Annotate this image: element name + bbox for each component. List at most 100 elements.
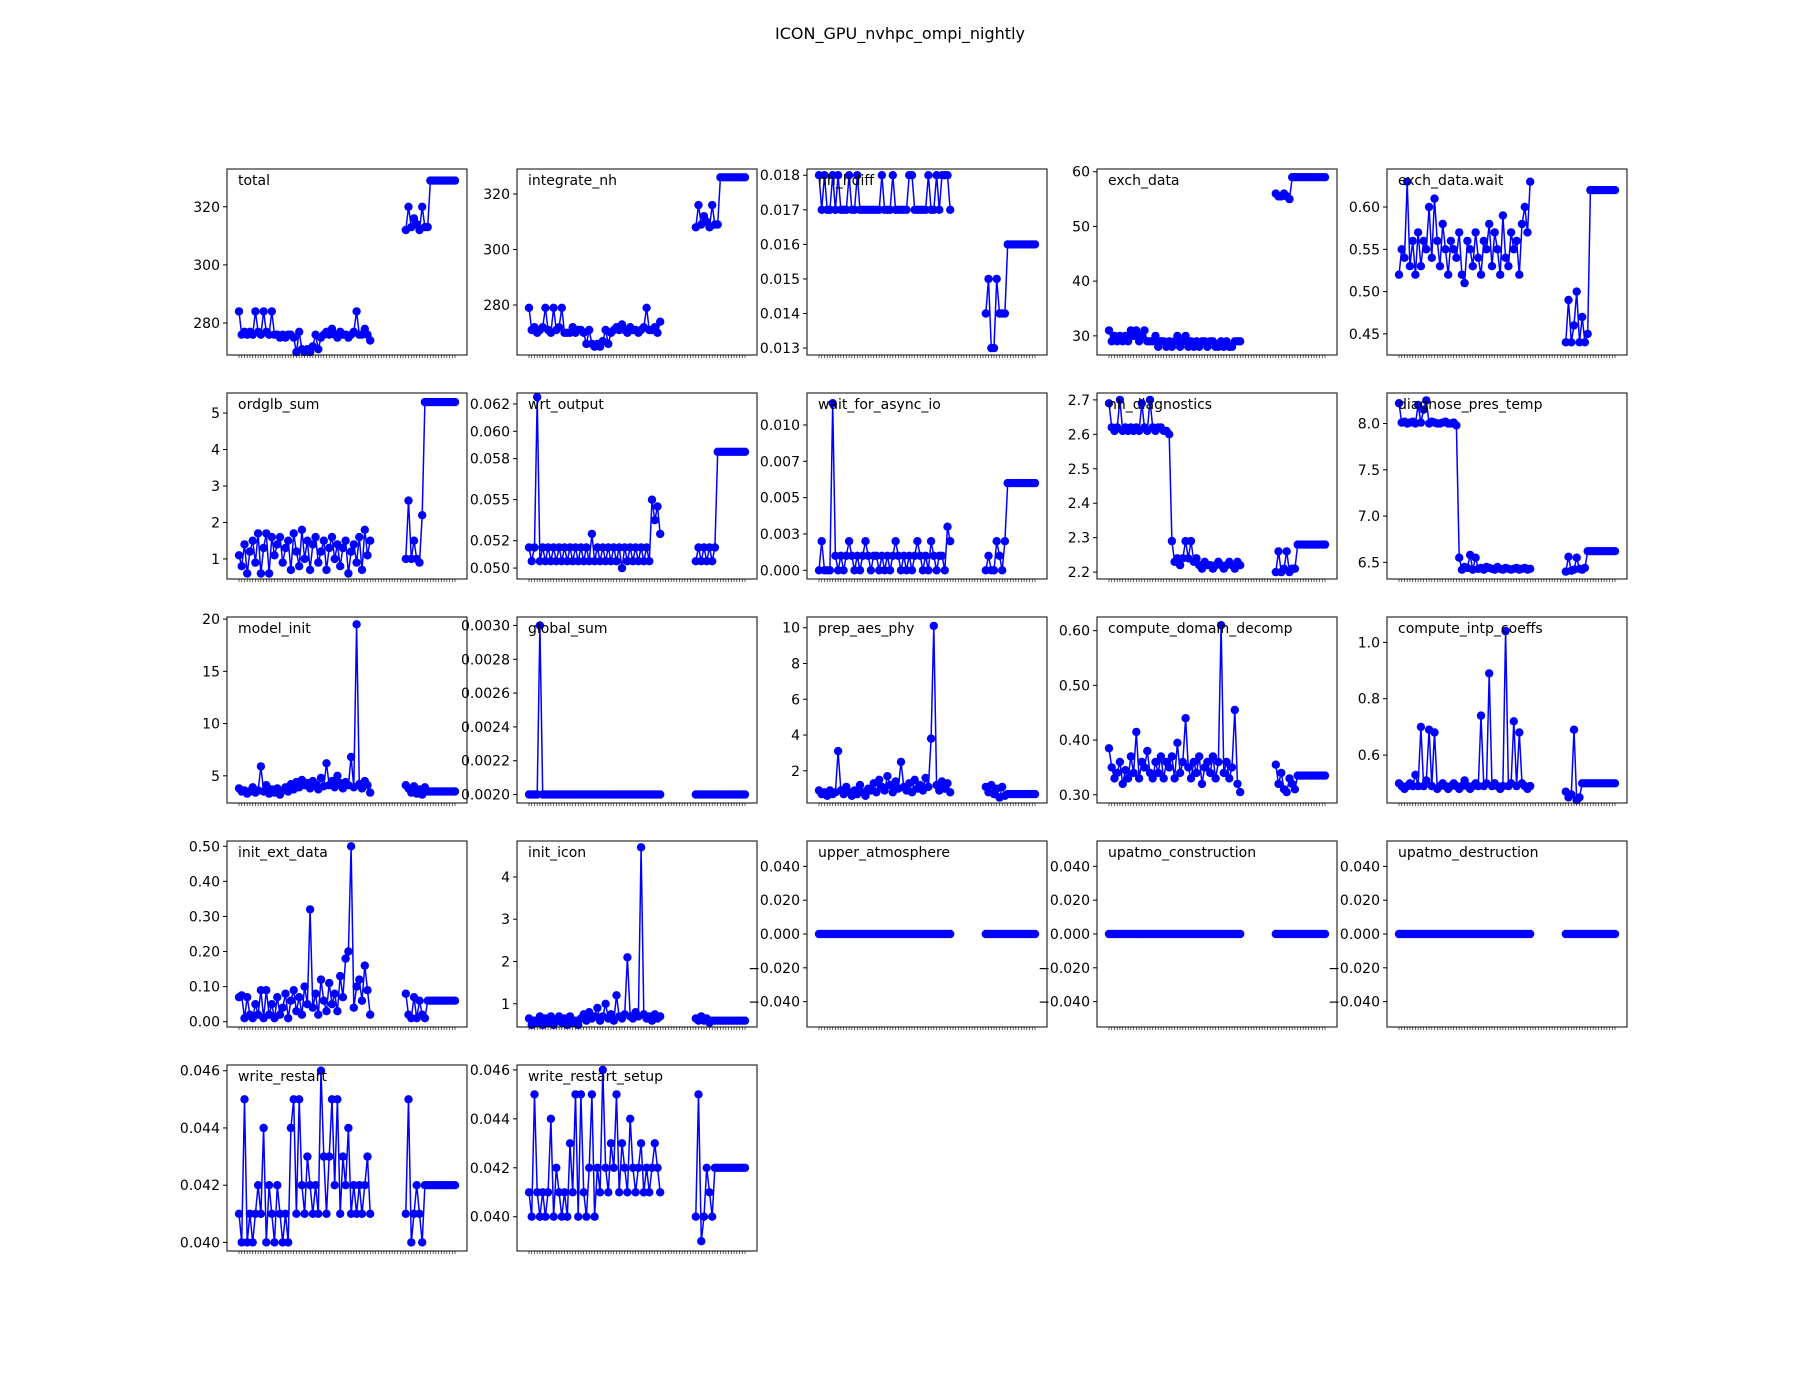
data-point xyxy=(363,1152,372,1161)
data-point xyxy=(1320,771,1330,780)
data-point xyxy=(1211,774,1220,783)
data-point xyxy=(1501,253,1510,262)
y-tick-label: 1.0 xyxy=(1358,635,1380,651)
data-point xyxy=(1165,763,1174,772)
axes-frame xyxy=(1386,392,1628,580)
data-point xyxy=(1143,746,1152,756)
data-point xyxy=(314,1010,323,1019)
data-point xyxy=(1408,236,1417,246)
data-point xyxy=(240,540,249,549)
data-point xyxy=(1104,326,1114,335)
data-point xyxy=(1416,418,1426,427)
y-tick-label: 0.042 xyxy=(470,1161,510,1177)
data-point xyxy=(344,1123,353,1133)
data-point xyxy=(984,551,993,560)
data-point xyxy=(292,1209,301,1219)
data-point xyxy=(245,547,255,556)
data-point xyxy=(1474,253,1483,262)
axes-frame xyxy=(1386,168,1628,356)
axes-frame xyxy=(1096,616,1338,804)
data-point xyxy=(593,1163,602,1173)
data-point xyxy=(1167,536,1177,546)
data-point xyxy=(995,551,1004,560)
data-point xyxy=(634,1163,643,1173)
y-tick-label: 30 xyxy=(1072,329,1090,345)
axes-frame xyxy=(1386,840,1628,1028)
data-point xyxy=(295,562,304,571)
data-point xyxy=(450,176,460,185)
data-point xyxy=(1512,236,1521,246)
y-tick-label: 0.55 xyxy=(1349,242,1380,258)
data-point xyxy=(1290,564,1300,573)
data-point xyxy=(286,996,296,1005)
data-point xyxy=(1129,768,1138,778)
data-point xyxy=(626,1114,635,1124)
data-point xyxy=(1225,774,1234,783)
subplot-integrate-nh: 280 300 320 integrate_nh xyxy=(483,168,758,358)
data-point xyxy=(623,953,632,962)
data-point xyxy=(1030,240,1040,249)
data-point xyxy=(1476,711,1486,720)
data-point xyxy=(259,543,268,553)
data-point xyxy=(1140,763,1149,772)
subplot-exch-data-wait: 0.45 0.50 0.55 0.60 exch_data.wait xyxy=(1349,168,1628,358)
data-point xyxy=(1151,757,1160,767)
data-point xyxy=(527,1212,536,1221)
y-tick-label: 0.015 xyxy=(760,272,800,288)
data-point xyxy=(1493,245,1502,254)
subplot-title: nh_diagnostics xyxy=(1108,397,1212,413)
data-point xyxy=(992,274,1001,284)
y-tick-label: 0.055 xyxy=(470,493,510,509)
data-point xyxy=(1526,564,1535,573)
data-point xyxy=(642,543,651,552)
data-point xyxy=(281,989,290,998)
y-tick-label: −0.040 xyxy=(1038,995,1090,1011)
data-point xyxy=(1320,173,1330,182)
data-point xyxy=(295,993,304,1002)
data-point xyxy=(319,536,328,545)
data-point xyxy=(612,1090,621,1099)
data-point xyxy=(1526,781,1535,791)
data-point xyxy=(401,989,410,998)
data-point xyxy=(612,557,621,566)
y-tick-label: 0.00 xyxy=(189,1015,220,1031)
data-point xyxy=(866,566,876,575)
data-point xyxy=(1441,245,1450,254)
y-tick-label: 5 xyxy=(211,769,220,785)
data-point xyxy=(937,551,947,560)
series-line xyxy=(528,847,661,1028)
data-point xyxy=(710,543,720,552)
y-tick-label: 0.020 xyxy=(1050,893,1090,909)
subplot-title: init_icon xyxy=(528,845,586,861)
data-point xyxy=(609,1163,618,1173)
subplot-title: global_sum xyxy=(528,621,608,637)
data-point xyxy=(281,543,290,553)
data-point xyxy=(360,525,369,534)
data-point xyxy=(404,1095,413,1104)
data-point xyxy=(1222,757,1231,767)
y-tick-label: 0.60 xyxy=(1059,624,1090,640)
data-point xyxy=(1181,714,1190,723)
data-point xyxy=(530,543,539,552)
data-point xyxy=(363,781,372,790)
data-point xyxy=(284,1014,293,1023)
data-point xyxy=(1320,540,1330,549)
data-point xyxy=(946,537,955,546)
subplot-nh-diagnostics: 2.2 2.3 2.4 2.5 2.6 2.7 nh_diagnostics xyxy=(1068,392,1338,582)
data-point xyxy=(330,554,339,564)
data-point xyxy=(546,1114,556,1124)
y-tick-label: 8 xyxy=(791,657,800,673)
y-tick-label: 1 xyxy=(211,552,220,568)
data-point xyxy=(705,1188,714,1197)
axes-frame xyxy=(1096,392,1338,580)
y-tick-label: 0.046 xyxy=(180,1064,220,1080)
data-point xyxy=(1487,262,1497,271)
data-point xyxy=(1156,752,1166,761)
data-point xyxy=(833,746,843,756)
data-point xyxy=(311,1181,320,1190)
data-point xyxy=(1411,270,1420,279)
axes-frame xyxy=(516,616,758,804)
data-point xyxy=(284,536,293,545)
data-point xyxy=(1460,278,1469,288)
subplot-title: write_restart xyxy=(238,1069,327,1085)
